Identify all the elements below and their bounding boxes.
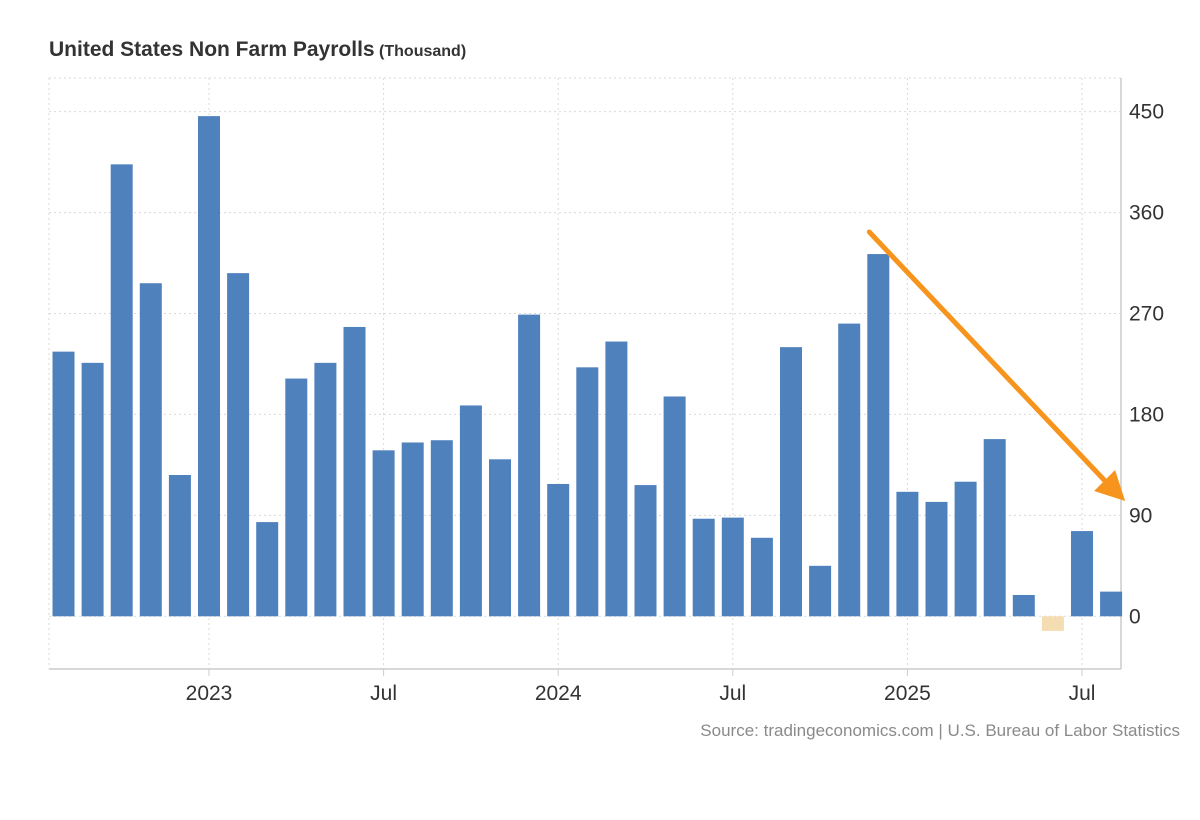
- bar: [343, 326, 366, 617]
- bar: [430, 440, 453, 617]
- bar: [838, 323, 861, 617]
- source-note: Source: tradingeconomics.com | U.S. Bure…: [700, 721, 1180, 740]
- bar: [809, 565, 832, 617]
- y-tick-label: 0: [1129, 605, 1141, 628]
- bar: [750, 537, 773, 617]
- x-tick-label: 2024: [535, 682, 582, 705]
- bar: [634, 485, 657, 617]
- bar: [489, 459, 511, 617]
- y-tick-label: 180: [1129, 403, 1164, 426]
- bar: [139, 283, 162, 617]
- bar: [110, 164, 133, 617]
- bar: [285, 378, 308, 617]
- bar: [896, 491, 919, 617]
- x-tick-label: Jul: [1069, 682, 1096, 705]
- bar: [256, 522, 279, 617]
- bar: [1100, 591, 1123, 617]
- bar: [372, 450, 395, 617]
- y-tick-label: 90: [1129, 504, 1152, 527]
- trend-arrow-shaft: [866, 229, 1108, 484]
- bar: [983, 439, 1006, 617]
- bar: [605, 341, 628, 617]
- y-tick-label: 360: [1129, 202, 1164, 225]
- x-tick-label: Jul: [719, 682, 746, 705]
- bar: [692, 518, 715, 617]
- bar: [663, 396, 686, 617]
- bar: [721, 517, 744, 617]
- bar: [227, 273, 250, 617]
- y-tick-label: 450: [1129, 101, 1164, 124]
- bar-negative: [1041, 616, 1064, 631]
- x-tick-label: Jul: [370, 682, 397, 705]
- chart-title-unit: (Thousand): [379, 43, 467, 60]
- bar: [314, 362, 337, 617]
- y-tick-label: 270: [1129, 303, 1164, 326]
- x-tick-label: 2023: [186, 682, 233, 705]
- bar: [954, 481, 977, 617]
- x-tick-label: 2025: [884, 682, 931, 705]
- chart-title: United States Non Farm Payrolls (Thousan…: [49, 38, 466, 62]
- bar: [459, 405, 482, 617]
- bar: [81, 362, 104, 617]
- bar: [780, 347, 802, 617]
- bar: [925, 501, 948, 617]
- bar: [401, 442, 424, 617]
- bar: [1071, 531, 1093, 617]
- bar: [576, 367, 599, 617]
- chart-title-main: United States Non Farm Payrolls: [49, 38, 375, 61]
- bar: [867, 254, 890, 617]
- bar: [1012, 594, 1035, 617]
- bar: [198, 116, 220, 617]
- bar: [168, 474, 191, 617]
- bar: [547, 483, 570, 617]
- trend-arrow-head: [1094, 470, 1126, 501]
- bar: [518, 314, 541, 617]
- bar: [52, 351, 75, 617]
